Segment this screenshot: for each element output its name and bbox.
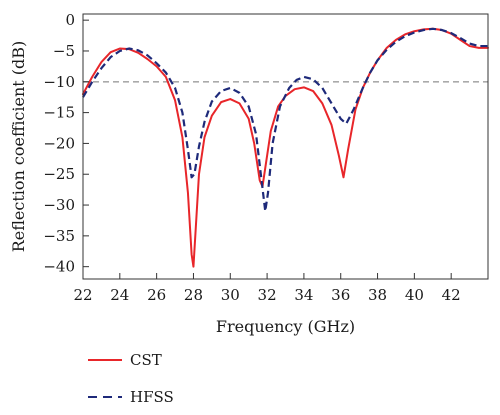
y-tick-label: −40 bbox=[43, 258, 75, 276]
y-tick-label: −10 bbox=[43, 73, 75, 91]
plot-frame bbox=[82, 13, 489, 280]
legend-label-hfss: HFSS bbox=[130, 388, 174, 406]
x-tick-label: 22 bbox=[73, 286, 92, 304]
plot-area bbox=[82, 27, 489, 268]
series-line-cst bbox=[82, 27, 489, 268]
legend-label-cst: CST bbox=[130, 351, 162, 369]
y-tick-label: 0 bbox=[65, 11, 75, 29]
axes: 22 24 26 28 30 32 34 36 38 40 42 0 −5 −10 −15 −20 −25 −30… bbox=[43, 11, 489, 304]
x-tick-label: 30 bbox=[221, 286, 240, 304]
y-tick-label: −20 bbox=[43, 134, 75, 152]
series-line-hfss bbox=[82, 27, 488, 213]
legend: CST HFSS bbox=[88, 351, 174, 406]
y-tick-label: −30 bbox=[43, 196, 75, 214]
x-tick-label: 24 bbox=[110, 286, 129, 304]
x-tick-label: 28 bbox=[184, 286, 203, 304]
x-tick-label: 34 bbox=[294, 286, 313, 304]
x-tick-label: 40 bbox=[405, 286, 424, 304]
x-tick-label: 36 bbox=[331, 286, 350, 304]
y-tick-label: −25 bbox=[43, 165, 75, 183]
x-tick-label: 32 bbox=[258, 286, 277, 304]
x-tick-label: 38 bbox=[368, 286, 387, 304]
y-tick-label: −15 bbox=[43, 104, 75, 122]
x-tick-label: 42 bbox=[442, 286, 461, 304]
y-tick-label: −5 bbox=[53, 42, 75, 60]
x-axis-title: Frequency (GHz) bbox=[216, 317, 355, 336]
x-tick-label: 26 bbox=[147, 286, 166, 304]
y-axis-title: Reflection coefficient (dB) bbox=[9, 41, 28, 253]
y-tick-label: −35 bbox=[43, 227, 75, 245]
